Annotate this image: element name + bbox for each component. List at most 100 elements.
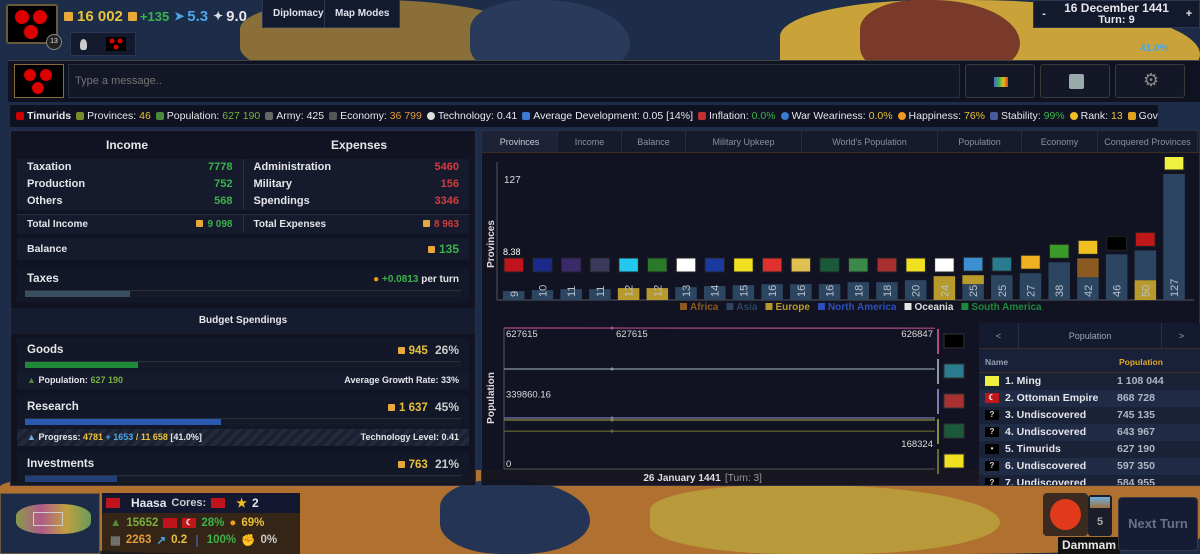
legend-flag-icon[interactable]: [943, 363, 965, 379]
ranking-country-name: 3. Undiscovered: [1005, 409, 1087, 421]
goods-fill: [25, 362, 139, 368]
ranking-row[interactable]: ☾ 2. Ottoman Empire 868 728: [979, 390, 1200, 407]
country-flag-icon: [985, 376, 999, 387]
bar-flag-icon: [704, 257, 725, 273]
stat-provinces: Provinces: 46: [76, 110, 151, 122]
stats-button[interactable]: [965, 64, 1035, 98]
taxes-section[interactable]: Taxes ● +0.0813 per turn: [17, 268, 469, 302]
timurids-emblem-icon: [24, 69, 52, 94]
ranking-prev-button[interactable]: <: [979, 323, 1019, 348]
country-emblem-button[interactable]: 13: [6, 4, 62, 50]
research-slider[interactable]: [25, 418, 461, 425]
province-info: Haasa Cores: ★ 2 ▲ 15652 ☾ 28% ● 69% ▦ 2263 …: [102, 493, 300, 554]
bar-flag-icon: [819, 257, 840, 273]
tab-economy[interactable]: Economy: [1022, 131, 1098, 152]
speed-increase-button[interactable]: +: [1185, 8, 1193, 20]
investments-slider[interactable]: [25, 475, 461, 482]
city-emblem-icon[interactable]: [1050, 499, 1081, 530]
diplomacy-button[interactable]: Diplomacy: [262, 0, 335, 28]
tab-conquered-provinces[interactable]: Conquered Provinces: [1098, 131, 1198, 152]
income-title: Income: [105, 138, 148, 152]
bar-flag-icon: [962, 256, 984, 272]
bar-flag-icon: [790, 257, 812, 273]
bar-value-label: 18: [853, 285, 865, 297]
provinces-bar-chart: Provinces 127 9 10 11 11 12 12 13 14 15 16 16 16 18 18 2…: [486, 157, 1194, 313]
taxes-slider[interactable]: [25, 290, 461, 297]
terrain-thumbnail-icon: [1090, 497, 1110, 508]
bar-asia-segment: [761, 284, 783, 300]
minimap-viewport[interactable]: [33, 512, 63, 526]
legend-flag-icon[interactable]: [943, 393, 965, 409]
bar-europe-segment: [617, 288, 640, 300]
military-icon: ➤: [174, 9, 185, 23]
save-button[interactable]: [1040, 64, 1110, 98]
series-start-label: 627615: [616, 329, 648, 340]
ranking-next-button[interactable]: >: [1161, 323, 1200, 348]
statistics-tabs: Provinces Income Balance Military Upkeep Wor…: [482, 131, 1199, 153]
country-name[interactable]: Timurids: [16, 110, 71, 122]
tab-income[interactable]: Income: [558, 131, 622, 152]
map-modes-button[interactable]: Map Modes: [324, 0, 401, 28]
bar-asia-segment: [675, 287, 697, 300]
income-label: Production: [27, 178, 86, 190]
research-percent: 41.0%: [1140, 43, 1169, 54]
column-population-header[interactable]: Population: [1119, 357, 1163, 367]
bar-flag-icon: [1077, 239, 1099, 255]
ranking-row[interactable]: ? 7. Undiscovered 584 955: [979, 475, 1200, 485]
stats-icon: [994, 77, 1008, 87]
budget-spendings-title: Budget Spendings: [11, 308, 475, 334]
bar-flag-icon: [1135, 231, 1156, 247]
technology-level: Technology Level: 0.41: [360, 432, 459, 442]
gold-icon: [64, 11, 73, 21]
ranking-row[interactable]: • 5. Timurids 627 190: [979, 441, 1200, 458]
lightbulb-icon[interactable]: [80, 38, 88, 50]
bar-asia-segment: [589, 289, 611, 300]
tab-population[interactable]: Population: [938, 131, 1022, 152]
timurids-flag-icon[interactable]: [105, 37, 126, 51]
tab-provinces[interactable]: Provinces: [482, 131, 558, 152]
ranking-row[interactable]: ? 6. Undiscovered 597 350: [979, 458, 1200, 475]
chat-message-input[interactable]: [68, 64, 960, 98]
legend-flag-icon[interactable]: [943, 333, 965, 349]
population-icon: [155, 112, 164, 121]
goods-section[interactable]: Goods 945 26% ▲ Population: 627 190 Averag…: [17, 338, 469, 389]
ranking-title: Population: [1068, 331, 1112, 341]
legend-flag-icon[interactable]: [943, 453, 965, 469]
bar-value-label: 10: [537, 285, 549, 297]
stat-economy: Economy: 36 799: [329, 110, 422, 122]
city-unit-slot[interactable]: 5: [1088, 495, 1112, 536]
total-income-label: Total Income: [27, 219, 88, 230]
expenses-label: Administration: [253, 161, 332, 173]
data-point: [610, 429, 614, 433]
player-avatar[interactable]: [14, 64, 64, 98]
settings-button[interactable]: ⚙: [1115, 64, 1185, 98]
taxes-suffix: per turn: [421, 274, 459, 285]
ranking-row[interactable]: ? 3. Undiscovered 745 135: [979, 407, 1200, 424]
diplomacy-points: 9.0: [226, 7, 248, 25]
research-section[interactable]: Research 1 637 45% ▲ Progress: 4781 + 165…: [17, 395, 469, 446]
bar-flag-icon: [761, 257, 783, 273]
income-label: Others: [27, 195, 63, 207]
stat-war-weariness: War Weariness: 0.0%: [780, 110, 893, 122]
tab-balance[interactable]: Balance: [622, 131, 686, 152]
speed-decrease-button[interactable]: -: [1042, 8, 1046, 20]
ranking-row[interactable]: 1. Ming 1 108 044: [979, 373, 1200, 390]
legend-flag-icon[interactable]: [943, 423, 965, 439]
goods-slider[interactable]: [25, 361, 461, 368]
population-line-chart: Population 627615 339860.16 0 627615 626847 16…: [486, 326, 965, 484]
ranking-row[interactable]: ? 4. Undiscovered 643 967: [979, 424, 1200, 441]
column-name-header[interactable]: Name: [985, 357, 1009, 367]
bar-value-label: 20: [911, 285, 923, 297]
investments-section[interactable]: Investments 763 21%: [17, 452, 469, 482]
stat-population: Population: 627 190: [155, 110, 260, 122]
bar-value-label: 16: [825, 285, 837, 297]
tab-world-s-population[interactable]: World's Population: [802, 131, 938, 152]
ranking-country-name: 2. Ottoman Empire: [1005, 392, 1099, 404]
next-turn-button[interactable]: Next Turn: [1118, 497, 1198, 551]
ranking-population-value: 597 350: [1117, 460, 1155, 472]
minimap[interactable]: [0, 493, 100, 554]
emblem-badge: 13: [46, 34, 62, 50]
research-label: Research: [27, 401, 79, 413]
tab-military-upkeep[interactable]: Military Upkeep: [686, 131, 802, 152]
expenses-title: Expenses: [330, 138, 388, 152]
